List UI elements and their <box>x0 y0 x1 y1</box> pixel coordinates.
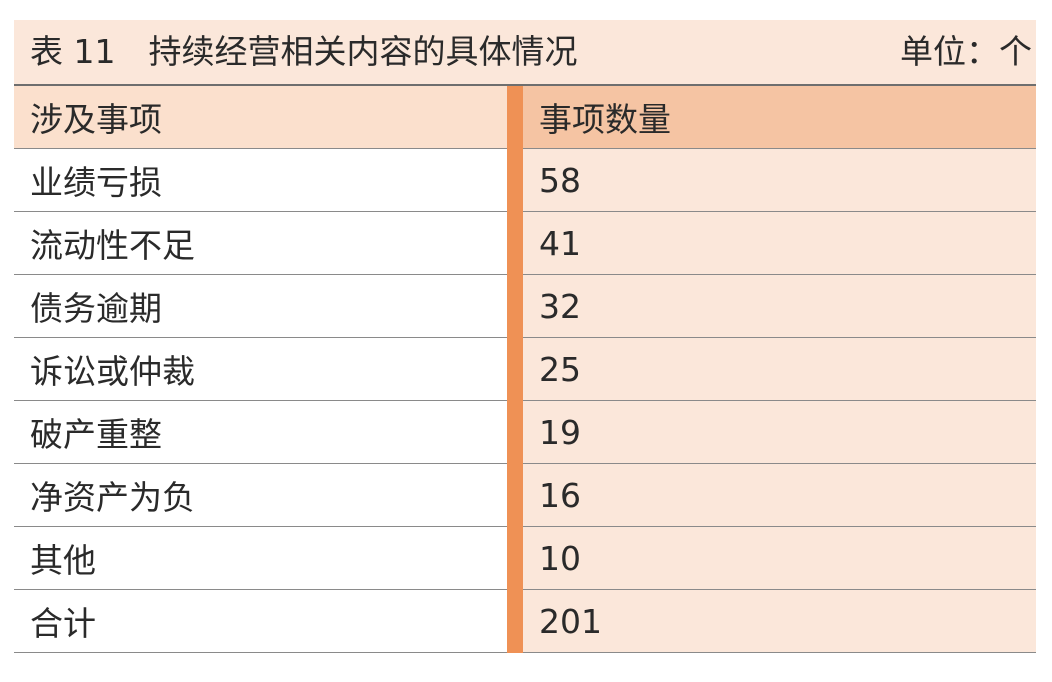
table-row: 破产重整 19 <box>14 400 1036 464</box>
total-label-cell: 合计 <box>14 589 515 653</box>
row-count-cell: 41 <box>507 211 1036 275</box>
row-count-cell: 10 <box>507 526 1036 590</box>
table-row: 其他 10 <box>14 526 1036 590</box>
row-item-cell: 净资产为负 <box>14 463 515 527</box>
table-title: 表 11 持续经营相关内容的具体情况 <box>30 32 578 71</box>
title-rule <box>14 84 1036 86</box>
table-row: 诉讼或仲裁 25 <box>14 337 1036 401</box>
table-unit-label: 单位：个 <box>900 32 1032 71</box>
row-item-cell: 其他 <box>14 526 515 590</box>
table-row: 债务逾期 32 <box>14 274 1036 338</box>
row-item-cell: 业绩亏损 <box>14 148 515 212</box>
data-table: 涉及事项 事项数量 业绩亏损 58 流动性不足 41 债务逾期 32 诉讼或仲裁… <box>14 86 1036 653</box>
column-header-count: 事项数量 <box>507 86 1036 149</box>
row-item-cell: 诉讼或仲裁 <box>14 337 515 401</box>
row-count-cell: 16 <box>507 463 1036 527</box>
row-count-cell: 32 <box>507 274 1036 338</box>
table-title-bar: 表 11 持续经营相关内容的具体情况 单位：个 <box>14 20 1036 84</box>
table-total-row: 合计 201 <box>14 589 1036 653</box>
row-item-cell: 破产重整 <box>14 400 515 464</box>
row-count-cell: 19 <box>507 400 1036 464</box>
row-count-cell: 58 <box>507 148 1036 212</box>
total-count-cell: 201 <box>507 589 1036 653</box>
table-row: 净资产为负 16 <box>14 463 1036 527</box>
table-header-row: 涉及事项 事项数量 <box>14 86 1036 149</box>
row-item-cell: 流动性不足 <box>14 211 515 275</box>
table-row: 流动性不足 41 <box>14 211 1036 275</box>
column-header-item: 涉及事项 <box>14 86 515 149</box>
row-item-cell: 债务逾期 <box>14 274 515 338</box>
table-row: 业绩亏损 58 <box>14 148 1036 212</box>
row-count-cell: 25 <box>507 337 1036 401</box>
